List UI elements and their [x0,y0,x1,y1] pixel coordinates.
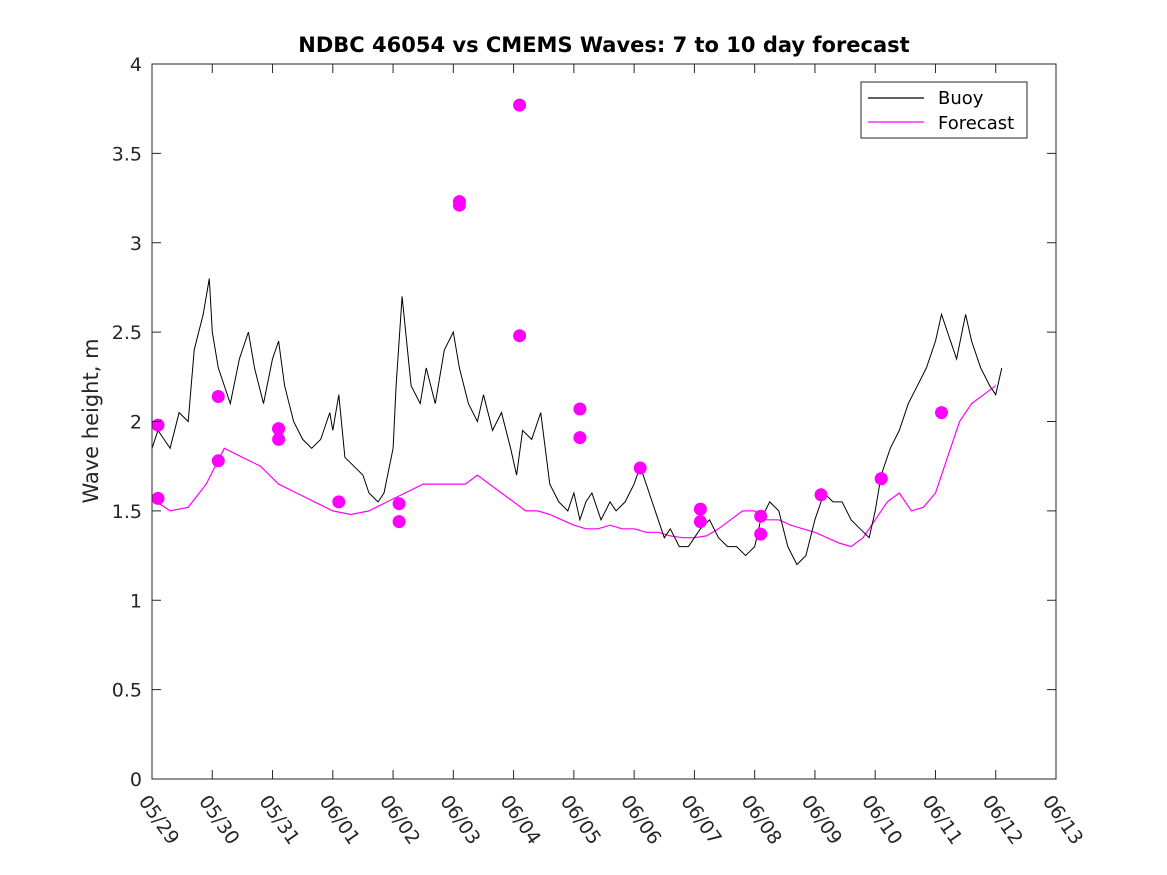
forecast-marker [392,497,406,511]
y-tick-label: 0 [130,769,142,791]
forecast-marker [513,329,527,343]
forecast-series-line [151,385,997,548]
y-tick-label: 2.5 [112,322,142,344]
legend-box [860,81,1028,139]
y-tick-label: 3 [130,233,142,255]
forecast-marker [392,515,406,529]
forecast-marker [935,406,948,420]
forecast-marker [151,491,165,505]
forecast-marker [151,418,165,432]
forecast-marker [633,461,647,475]
y-tick-label: 4 [130,54,142,76]
legend: Buoy Forecast [860,81,1028,139]
chart-title: NDBC 46054 vs CMEMS Waves: 7 to 10 day f… [298,33,909,57]
forecast-marker [754,509,768,523]
forecast-marker [272,432,286,446]
forecast-marker [513,98,527,112]
forecast-marker [754,527,768,541]
forecast-markers-group [151,98,948,541]
forecast-marker [211,390,225,403]
legend-buoy-label: Buoy [938,88,984,109]
y-tick-label: 3.5 [112,143,142,165]
forecast-marker [332,495,346,509]
forecast-marker [573,431,587,445]
forecast-marker [874,472,888,486]
y-tick-label: 0.5 [112,680,142,702]
forecast-marker [452,195,466,209]
forecast-marker [814,488,828,502]
forecast-marker [693,515,707,529]
y-tick-label: 1 [130,590,142,612]
buoy-series-line [151,278,1003,566]
y-axis-label: Wave height, m [79,338,103,503]
forecast-lines-group [151,385,997,548]
y-tick-label: 2 [130,412,142,434]
forecast-marker [211,454,225,468]
legend-forecast-label: Forecast [938,113,1014,134]
y-tick-label: 1.5 [112,501,142,523]
plot-area [152,64,1056,779]
forecast-marker [573,402,587,416]
forecast-marker [693,502,707,516]
forecast-marker [272,422,286,436]
buoy-line-group [151,278,1003,566]
